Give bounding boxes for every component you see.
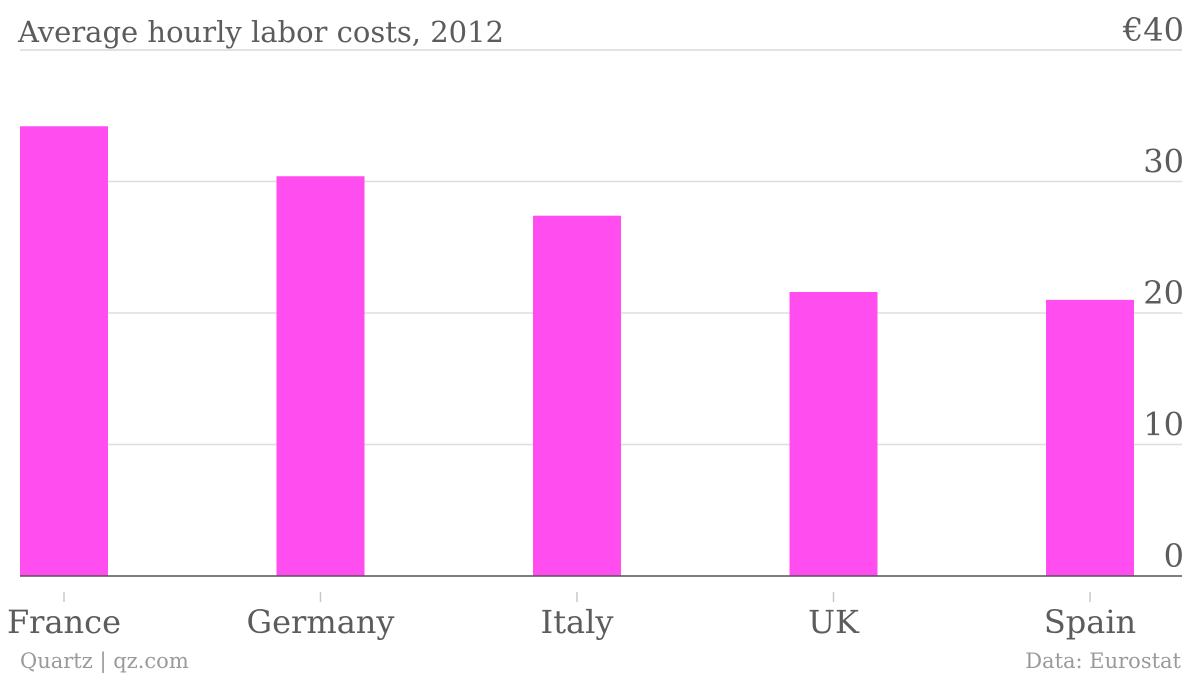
bar	[533, 215, 621, 576]
y-tick-label: 0	[1164, 537, 1184, 575]
x-category-label: Italy	[541, 603, 614, 641]
bars	[20, 126, 1134, 577]
bar	[20, 126, 108, 577]
bar	[789, 291, 878, 576]
footer-source-right: Data: Eurostat	[1025, 649, 1181, 673]
x-category-label: France	[7, 603, 121, 641]
bar	[276, 176, 365, 577]
footer-source-left: Quartz | qz.com	[20, 649, 189, 674]
y-tick-label: €40	[1122, 11, 1184, 49]
axes: 0 10 20 30 €40 France Germany Italy UK Spain	[7, 11, 1184, 641]
y-tick-label: 10	[1143, 406, 1184, 444]
chart-title: Average hourly labor costs, 2012	[17, 15, 504, 49]
x-category-label: Germany	[247, 603, 395, 641]
y-tick-label: 30	[1143, 143, 1184, 181]
x-category-label: Spain	[1044, 603, 1136, 641]
gridlines	[20, 49, 1182, 446]
y-tick-label: 20	[1143, 274, 1184, 312]
x-category-label: UK	[808, 603, 860, 641]
bar	[1046, 299, 1134, 576]
